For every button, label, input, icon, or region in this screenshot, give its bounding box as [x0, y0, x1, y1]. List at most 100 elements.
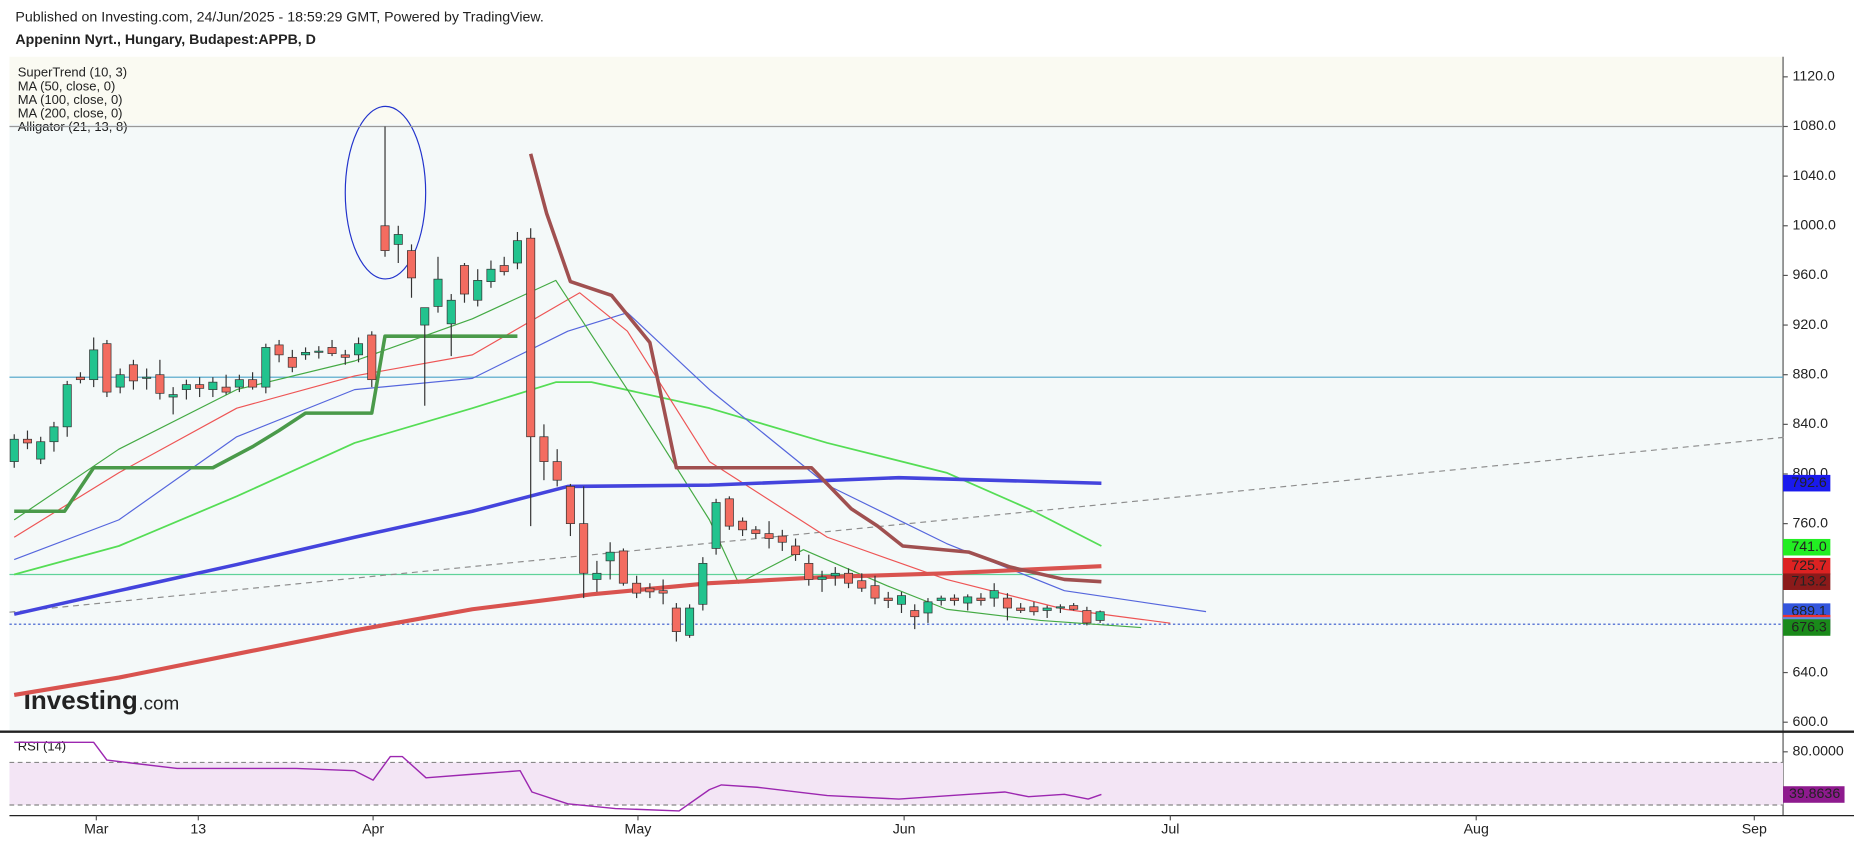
- y-tick-label: 640.0: [1793, 664, 1829, 680]
- candle-body: [963, 596, 973, 604]
- candle-body: [407, 250, 417, 279]
- candle-body: [473, 280, 483, 301]
- candle-body: [1069, 605, 1079, 610]
- candle-body: [89, 349, 99, 381]
- candle-body: [738, 520, 748, 531]
- price-tag: [1783, 474, 1831, 492]
- x-tick-label: 13: [190, 822, 206, 838]
- candle-body: [36, 441, 46, 460]
- y-tick-label: 760.0: [1793, 515, 1829, 531]
- candle-body: [128, 364, 138, 382]
- x-tick-label: Mar: [84, 822, 109, 838]
- candle-body: [301, 352, 311, 356]
- candle-body: [671, 607, 681, 632]
- candle-body: [565, 486, 575, 524]
- rsi-title: RSI (14): [18, 739, 66, 754]
- candle-body: [354, 343, 364, 356]
- indicator-line: [13, 475, 1102, 616]
- candle-body: [817, 576, 827, 580]
- candle-body: [645, 587, 655, 593]
- x-tick-label: May: [625, 822, 653, 838]
- candle-body: [499, 265, 509, 273]
- price-tag-label: 713.2: [1791, 573, 1827, 589]
- candle-body: [632, 582, 642, 594]
- candle-body: [433, 278, 443, 307]
- candle-body: [208, 381, 218, 390]
- legend-entry: MA (200, close, 0): [18, 106, 123, 121]
- candle-body: [49, 426, 59, 443]
- price-tag-label: 792.6: [1791, 475, 1827, 491]
- candle-body: [367, 334, 377, 381]
- candle-body: [168, 394, 178, 398]
- candle-body: [9, 438, 19, 462]
- candle-body: [949, 597, 959, 601]
- candle-body: [261, 347, 271, 388]
- candle-body: [777, 535, 787, 543]
- candle-body: [287, 356, 297, 368]
- candle-body: [526, 237, 536, 438]
- published: Published on Investing.com, 24/Jun/2025 …: [15, 9, 543, 25]
- candle-body: [751, 529, 761, 534]
- y-tick-label: 920.0: [1793, 317, 1829, 333]
- legend: SuperTrend (10, 3)MA (50, close, 0)MA (1…: [18, 65, 128, 134]
- candle-body: [115, 374, 125, 388]
- candle-body: [539, 436, 549, 462]
- candle-body: [340, 354, 350, 358]
- candle-body: [446, 299, 456, 325]
- candle-body: [870, 585, 880, 599]
- candle-body: [1042, 607, 1052, 611]
- price-tag: [1783, 619, 1831, 636]
- candle-body: [1016, 607, 1026, 611]
- candle-body: [658, 590, 668, 594]
- candle-body: [234, 379, 244, 388]
- price-tag: [1783, 557, 1831, 575]
- candle-body: [592, 572, 602, 580]
- x-tick-label: Jul: [1161, 822, 1179, 838]
- candle-body: [685, 607, 695, 636]
- candle-body: [380, 225, 390, 251]
- candle-body: [923, 601, 933, 614]
- candle-body: [486, 268, 496, 282]
- y-tick-label: 1000.0: [1793, 218, 1836, 234]
- candle-body: [791, 545, 801, 556]
- legend-entry: SuperTrend (10, 3): [18, 65, 127, 80]
- candle-body: [62, 384, 72, 428]
- price-tag-label: 741.0: [1791, 539, 1827, 555]
- candle-body: [195, 384, 205, 389]
- candle-body: [221, 386, 231, 393]
- logo-suffix: .com: [138, 694, 179, 715]
- price-tag: [1783, 538, 1831, 556]
- y-tick-label: 600.0: [1793, 714, 1829, 730]
- candle-body: [618, 550, 628, 584]
- indicator-line: [13, 564, 1102, 697]
- indicator-line: [14, 334, 518, 514]
- candle-body: [22, 438, 32, 444]
- candle-body: [274, 344, 284, 356]
- candle-body: [1095, 611, 1105, 621]
- candle-body: [883, 597, 893, 601]
- x-tick-label: Apr: [362, 822, 384, 838]
- annotation-ellipse: [344, 105, 427, 280]
- bg-main: [9, 124, 1784, 731]
- indicator-line: [13, 292, 1171, 624]
- candle-body: [512, 240, 522, 264]
- candle-body: [989, 590, 999, 599]
- candle-body: [552, 461, 562, 481]
- candle-body: [976, 597, 986, 601]
- y-tick-label: 1080.0: [1793, 118, 1836, 134]
- x-tick-label: Sep: [1742, 822, 1767, 838]
- y-tick-label: 1040.0: [1793, 168, 1836, 184]
- x-tick-label: Aug: [1464, 822, 1489, 838]
- price-tag-label: 725.7: [1791, 558, 1827, 574]
- rsi-tag: [1783, 786, 1845, 803]
- candle-body: [724, 498, 734, 527]
- price-tag-label: 676.3: [1791, 619, 1827, 635]
- candle-body: [420, 307, 430, 326]
- candle-body: [393, 234, 403, 245]
- candle-body: [896, 595, 906, 605]
- candle-body: [605, 551, 615, 562]
- candle-body: [248, 379, 258, 388]
- candle-body: [102, 343, 112, 393]
